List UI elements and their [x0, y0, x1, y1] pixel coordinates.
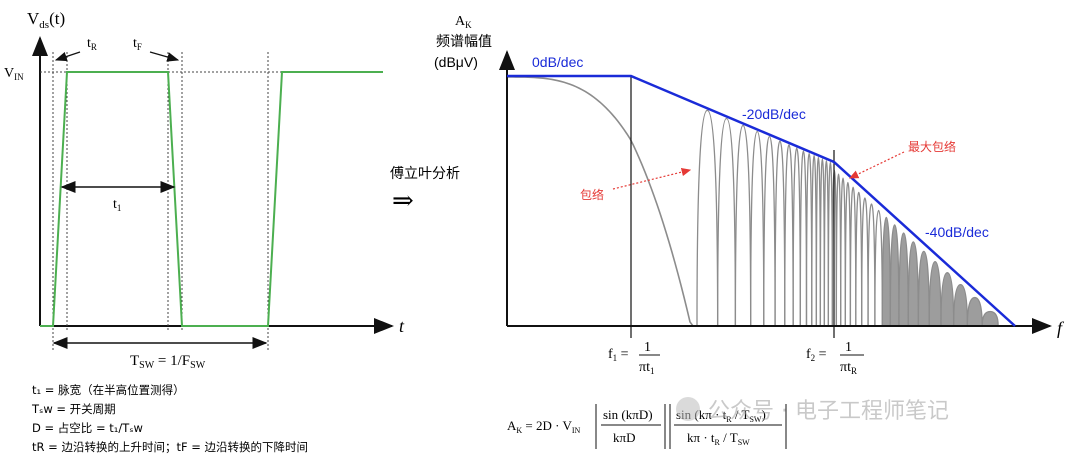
- note-edges: tR = 边沿转换的上升时间；tF = 边沿转换的下降时间: [32, 440, 308, 454]
- tf-label: tF: [133, 36, 142, 52]
- x-axis-label-t: t: [399, 316, 405, 336]
- y-axis-label: Vds(t): [27, 9, 65, 31]
- side-lobe: [840, 177, 847, 327]
- side-lobe: [874, 209, 883, 327]
- pulse-waveform: [40, 71, 383, 327]
- svg-text:AK = 2D · VIN: AK = 2D · VIN: [507, 418, 581, 435]
- svg-text:f1 =: f1 =: [608, 347, 629, 363]
- unit-title: (dBμV): [434, 54, 478, 70]
- side-lobe: [881, 216, 891, 327]
- side-lobe: [953, 283, 969, 327]
- slope-40-label: -40dB/dec: [925, 224, 989, 240]
- t1-label: t1: [113, 197, 121, 213]
- side-lobe: [811, 154, 818, 327]
- side-lobe: [784, 144, 794, 327]
- svg-text:kπ · tR / TSW: kπ · tR / TSW: [687, 430, 750, 447]
- side-lobe: [928, 260, 942, 327]
- frequency-spectrum-plot: AK 频谱幅值 (dBμV) 0dB/dec -20dB/dec -40dB/d…: [434, 14, 1065, 376]
- side-lobe: [716, 117, 737, 327]
- envelope-annotation: 包络: [580, 187, 604, 202]
- side-lobe: [917, 250, 930, 327]
- side-lobe: [805, 152, 813, 327]
- f2-label: f2 = 1 πtR: [806, 340, 864, 376]
- max-envelope-line: [507, 74, 1016, 327]
- watermark: 公众号 · 电子工程师笔记: [676, 397, 949, 424]
- x-axis-label-f: f: [1057, 318, 1065, 338]
- guide-lines: [40, 52, 282, 350]
- time-domain-plot: Vds(t) VIN tR tF t1 t TSW = 1/FSW: [4, 9, 405, 371]
- svg-text:πt1: πt1: [639, 360, 654, 376]
- f1-label: f1 = 1 πt1: [608, 340, 660, 376]
- side-lobe: [855, 191, 863, 327]
- side-lobe: [907, 241, 920, 327]
- note-pulse-width: t₁ = 脉宽（在半高位置测得）: [32, 383, 185, 397]
- side-lobe: [799, 150, 808, 327]
- side-lobe: [835, 173, 842, 327]
- transform-arrow: ⇒: [392, 186, 414, 215]
- tr-arrow: [54, 51, 81, 62]
- definition-notes: t₁ = 脉宽（在半高位置测得） Tₛw = 开关周期 D = 占空比 = t₁…: [31, 383, 308, 454]
- slope-20-label: -20dB/dec: [742, 106, 806, 122]
- note-duty: D = 占空比 = t₁/Tₛw: [32, 421, 143, 435]
- svg-text:1: 1: [845, 340, 852, 355]
- envelope-pointer: [612, 167, 692, 190]
- side-lobe: [867, 203, 876, 327]
- side-lobe: [844, 181, 852, 327]
- side-lobe: [849, 186, 857, 327]
- slope-0-label: 0dB/dec: [532, 54, 583, 70]
- side-lobe: [696, 109, 719, 327]
- max-envelope-pointer: [848, 151, 905, 179]
- tsw-label: TSW = 1/FSW: [130, 353, 206, 371]
- side-lobe: [763, 135, 776, 327]
- watermark-text: 公众号 · 电子工程师笔记: [708, 399, 949, 424]
- side-lobe: [792, 147, 801, 327]
- main-lobe: [506, 76, 696, 327]
- spectrum-lobes: [506, 76, 999, 327]
- vin-label: VIN: [4, 66, 24, 82]
- max-envelope-annotation: 最大包络: [908, 139, 956, 154]
- svg-text:f2 =: f2 =: [806, 347, 827, 363]
- side-lobe: [940, 272, 955, 327]
- tr-label: tR: [87, 36, 97, 52]
- amplitude-title: 频谱幅值: [436, 34, 492, 50]
- note-period: Tₛw = 开关周期: [31, 402, 116, 416]
- side-lobe: [981, 310, 999, 327]
- side-lobe: [966, 296, 983, 327]
- fourier-label: 傅立叶分析: [390, 166, 460, 182]
- svg-text:kπD: kπD: [613, 430, 635, 445]
- side-lobe: [889, 224, 900, 327]
- side-lobe: [861, 197, 869, 327]
- svg-text:πtR: πtR: [840, 360, 857, 376]
- side-lobe: [898, 232, 909, 327]
- svg-text:sin (kπD): sin (kπD): [603, 407, 653, 422]
- ak-title: AK: [455, 14, 472, 30]
- side-lobe: [774, 140, 786, 327]
- side-lobe: [734, 124, 752, 327]
- svg-text:1: 1: [644, 340, 651, 355]
- tf-arrow: [149, 51, 180, 62]
- side-lobe: [750, 130, 765, 327]
